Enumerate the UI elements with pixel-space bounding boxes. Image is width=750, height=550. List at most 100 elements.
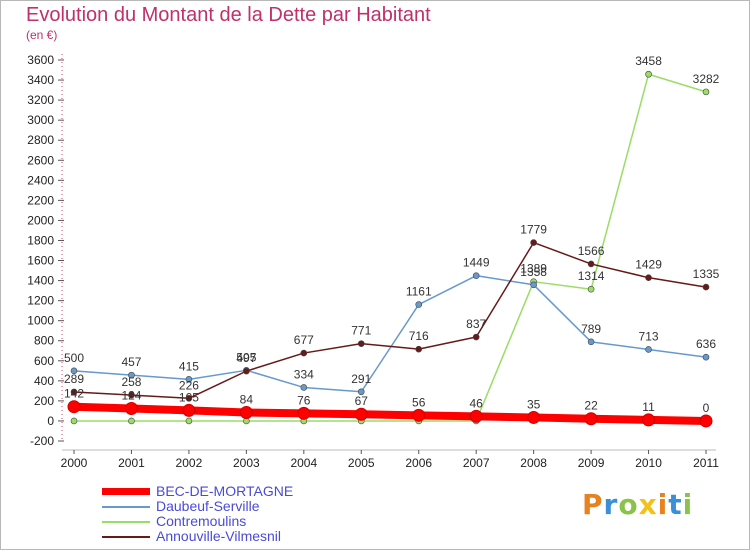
y-tick-label: 200 <box>34 394 54 408</box>
data-point <box>642 413 656 427</box>
data-point <box>300 384 308 391</box>
data-point <box>128 391 135 399</box>
data-point <box>699 414 713 428</box>
data-label: 1335 <box>693 267 720 281</box>
legend-item: Annouville-Vilmesnil <box>102 529 293 544</box>
data-label: 3282 <box>693 72 720 86</box>
x-tick-label: 2007 <box>463 456 490 470</box>
legend-swatch <box>102 520 150 523</box>
x-tick-label: 2004 <box>290 456 317 470</box>
y-tick-label: 1400 <box>27 274 54 288</box>
logo-letter: o <box>618 488 639 521</box>
y-tick-label: 2600 <box>27 153 54 167</box>
data-label: 1429 <box>635 258 662 272</box>
data-point <box>70 417 78 425</box>
x-tick-label: 2000 <box>61 456 88 470</box>
logo-letter: i <box>682 488 694 521</box>
y-tick-label: 800 <box>34 334 54 348</box>
data-point <box>357 388 365 396</box>
data-point <box>182 403 196 417</box>
data-label: 677 <box>294 333 314 347</box>
legend-swatch <box>102 505 150 508</box>
x-tick-label: 2010 <box>635 456 662 470</box>
data-point <box>354 407 368 421</box>
legend-item: Daubeuf-Serville <box>102 499 293 514</box>
data-label: 67 <box>355 394 369 408</box>
data-label: 289 <box>64 372 84 386</box>
data-point <box>70 367 78 375</box>
x-tick-label: 2009 <box>578 456 605 470</box>
data-point <box>128 417 135 425</box>
y-tick-label: 1200 <box>27 294 54 308</box>
data-point <box>185 394 193 402</box>
data-point <box>645 70 652 78</box>
data-label: 105 <box>179 390 199 404</box>
data-label: 500 <box>64 351 84 365</box>
data-point <box>472 272 480 279</box>
data-label: 636 <box>696 337 716 351</box>
data-label: 505 <box>236 350 256 364</box>
data-point <box>702 353 710 361</box>
data-label: 84 <box>240 393 254 407</box>
logo-letter: r <box>603 488 619 521</box>
legend: BEC-DE-MORTAGNE Daubeuf-Serville Contrem… <box>102 484 293 544</box>
data-label: 124 <box>121 389 141 403</box>
data-label: 1779 <box>520 223 547 237</box>
y-tick-label: 600 <box>34 354 54 368</box>
data-point <box>645 346 652 353</box>
data-point <box>584 412 598 426</box>
data-label: 1389 <box>520 262 547 276</box>
data-point <box>357 340 365 347</box>
y-tick-label: 1600 <box>27 254 54 268</box>
data-label: 497 <box>236 351 256 365</box>
x-tick-label: 2001 <box>118 456 145 470</box>
x-tick-label: 2003 <box>233 456 260 470</box>
y-tick-label: 2200 <box>27 193 54 207</box>
data-point <box>587 338 595 346</box>
series-line <box>73 274 707 393</box>
data-point <box>70 388 78 396</box>
legend-swatch <box>102 488 150 495</box>
data-label: 258 <box>121 375 141 389</box>
data-point <box>415 345 423 353</box>
data-label: 226 <box>179 378 199 392</box>
y-tick-label: 3400 <box>27 73 54 87</box>
series-layer <box>67 70 713 428</box>
data-point <box>124 402 138 416</box>
legend-item: BEC-DE-MORTAGNE <box>102 484 293 499</box>
data-label: 0 <box>703 401 710 415</box>
series-line <box>73 241 707 400</box>
line-chart: -200 0 200 400 600 800 1000 1200 1400 1600 1800 200… <box>27 53 720 470</box>
logo-letter: i <box>657 488 669 521</box>
data-label: 56 <box>412 395 426 409</box>
data-label: 291 <box>351 372 371 386</box>
y-tick-label: 400 <box>34 374 54 388</box>
data-point <box>185 376 193 383</box>
logo-letter: x <box>638 488 658 521</box>
data-label: 35 <box>527 397 541 411</box>
x-tick-label: 2006 <box>405 456 432 470</box>
logo-letter: t <box>668 488 683 521</box>
x-tick-label: 2011 <box>693 456 719 470</box>
legend-item: Contremoulins <box>102 514 293 529</box>
data-point <box>412 408 426 422</box>
data-point <box>239 406 253 420</box>
data-label: 76 <box>297 393 311 407</box>
x-tick-label: 2008 <box>520 456 547 470</box>
series-line <box>73 73 707 422</box>
y-tick-label: 3000 <box>27 113 54 127</box>
data-point <box>297 406 311 420</box>
data-label: 789 <box>581 322 601 336</box>
legend-label: Daubeuf-Serville <box>156 498 260 514</box>
legend-swatch <box>102 535 150 538</box>
chart-title: Evolution du Montant de la Dette par Hab… <box>26 4 431 26</box>
data-point <box>587 260 595 268</box>
y-tick-label: 0 <box>47 414 54 428</box>
series-line <box>70 402 710 425</box>
data-label: 1449 <box>463 256 490 270</box>
x-tick-label: 2005 <box>348 456 375 470</box>
data-label: 46 <box>470 396 484 410</box>
data-label: 3458 <box>635 54 662 68</box>
data-point <box>472 333 480 341</box>
